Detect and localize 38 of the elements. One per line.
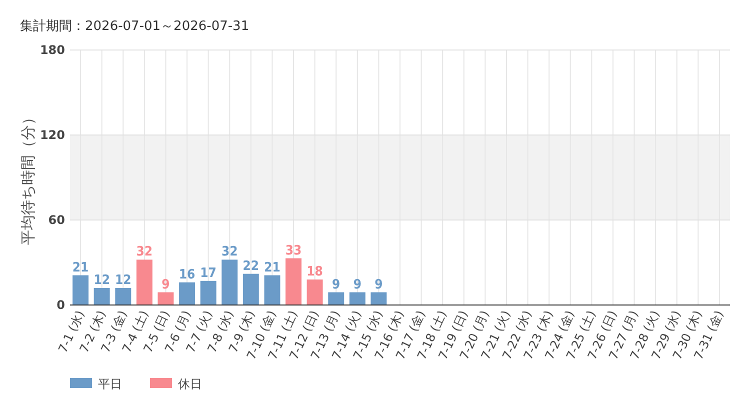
- bar: [349, 292, 366, 305]
- data-label: 22: [242, 258, 260, 274]
- data-label: 21: [264, 260, 280, 276]
- bar: [264, 275, 280, 305]
- y-tick-label: 120: [40, 128, 65, 142]
- bar: [286, 258, 302, 305]
- data-label: 32: [221, 244, 238, 260]
- bar: [222, 260, 238, 305]
- data-label: 18: [306, 264, 323, 280]
- data-label: 9: [374, 277, 383, 292]
- bar: [242, 274, 259, 305]
- bar: [179, 282, 196, 305]
- bar: [72, 275, 89, 305]
- bar: [158, 292, 174, 305]
- legend-label: 休日: [178, 377, 202, 391]
- data-label: 12: [94, 273, 110, 288]
- bar: [370, 292, 387, 305]
- data-label: 9: [353, 277, 362, 292]
- bar: [136, 260, 152, 305]
- bar: [115, 288, 132, 305]
- legend-label: 平日: [98, 377, 122, 391]
- data-label: 33: [285, 243, 302, 258]
- bar: [328, 292, 344, 305]
- data-label: 9: [162, 277, 170, 292]
- data-label: 32: [136, 244, 153, 260]
- data-label: 12: [114, 273, 132, 288]
- y-tick-label: 60: [48, 213, 65, 227]
- chart-title: 集計期間：2026-07-01～2026-07-31: [20, 19, 250, 34]
- data-label: 9: [332, 277, 340, 292]
- data-label: 16: [178, 267, 196, 282]
- bar: [306, 280, 323, 305]
- bar: [94, 288, 110, 305]
- y-axis-title: 平均待ち時間（分）: [19, 110, 37, 245]
- data-label: 21: [72, 260, 89, 276]
- data-label: 17: [200, 266, 216, 281]
- bar: [200, 280, 216, 305]
- y-tick-label: 180: [40, 43, 65, 57]
- y-tick-label: 0: [56, 298, 65, 312]
